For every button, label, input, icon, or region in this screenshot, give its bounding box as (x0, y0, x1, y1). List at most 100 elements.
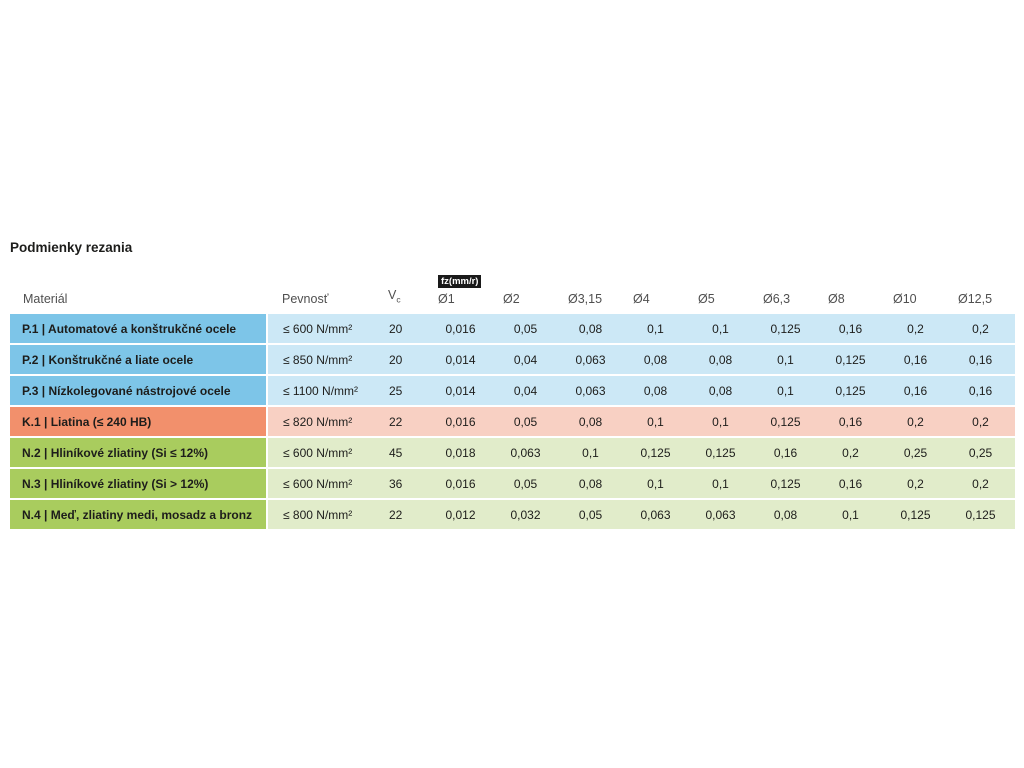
feed-value: 0,08 (708, 352, 733, 367)
table-row-p1: P.1 | Automatové a konštrukčné ocele ≤ 6… (10, 314, 1015, 343)
feed-value: 0,05 (513, 414, 538, 429)
feed-value: 0,125 (965, 507, 996, 522)
feed-value: 0,1 (712, 321, 729, 336)
strength-value: ≤ 800 N/mm² (283, 507, 353, 522)
material-label: P.1 | Automatové a konštrukčné ocele (10, 314, 266, 343)
vc-value: 36 (389, 476, 403, 491)
feed-value: 0,063 (510, 445, 541, 460)
material-label: P.2 | Konštrukčné a liate ocele (10, 345, 266, 374)
column-header-d6-3: Ø6,3 (763, 292, 791, 306)
feed-value: 0,1 (582, 445, 599, 460)
feed-value: 0,2 (907, 321, 924, 336)
feed-value: 0,05 (513, 476, 538, 491)
feed-value: 0,08 (578, 414, 603, 429)
cutting-conditions-section: Podmienky rezania Materiál Pevnosť Vc fz… (10, 240, 1015, 531)
feed-value: 0,08 (578, 321, 603, 336)
feed-value: 0,04 (513, 352, 538, 367)
feed-value: 0,16 (968, 383, 993, 398)
vc-value: 22 (389, 414, 403, 429)
feed-value: 0,1 (712, 414, 729, 429)
feed-value: 0,125 (640, 445, 671, 460)
feed-value: 0,08 (578, 476, 603, 491)
feed-value: 0,05 (513, 321, 538, 336)
feed-value: 0,016 (445, 321, 476, 336)
feed-value: 0,125 (770, 414, 801, 429)
feed-value: 0,1 (647, 321, 664, 336)
column-header-d8: Ø8 (828, 292, 845, 306)
table-row-n2: N.2 | Hliníkové zliatiny (Si ≤ 12%) ≤ 60… (10, 438, 1015, 467)
feed-value: 0,08 (643, 352, 668, 367)
feed-value: 0,032 (510, 507, 541, 522)
column-header-d3-15: Ø3,15 (568, 292, 603, 306)
feed-value: 0,25 (968, 445, 993, 460)
feed-value: 0,125 (705, 445, 736, 460)
feed-value: 0,1 (777, 352, 794, 367)
feed-value: 0,25 (903, 445, 928, 460)
table-row-n4: N.4 | Meď, zliatiny medi, mosadz a bronz… (10, 500, 1015, 529)
feed-value: 0,063 (575, 383, 606, 398)
strength-value: ≤ 850 N/mm² (283, 352, 353, 367)
material-label: N.3 | Hliníkové zliatiny (Si > 12%) (10, 469, 266, 498)
feed-value: 0,08 (773, 507, 798, 522)
strength-value: ≤ 600 N/mm² (283, 321, 353, 336)
strength-value: ≤ 820 N/mm² (283, 414, 353, 429)
page-title: Podmienky rezania (10, 240, 133, 255)
feed-value: 0,16 (773, 445, 798, 460)
feed-value: 0,05 (578, 507, 603, 522)
feed-value: 0,063 (575, 352, 606, 367)
column-header-material: Materiál (23, 292, 68, 306)
column-header-d4: Ø4 (633, 292, 650, 306)
vc-value: 22 (389, 507, 403, 522)
feed-value: 0,04 (513, 383, 538, 398)
vc-value: 25 (389, 383, 403, 398)
column-header-d5: Ø5 (698, 292, 715, 306)
feed-value: 0,08 (643, 383, 668, 398)
column-header-strength: Pevnosť (282, 292, 329, 306)
column-header-d10: Ø10 (893, 292, 917, 306)
column-header-vc: Vc (374, 288, 428, 307)
feed-value: 0,125 (900, 507, 931, 522)
feed-value: 0,012 (445, 507, 476, 522)
material-label: N.4 | Meď, zliatiny medi, mosadz a bronz (10, 500, 266, 529)
feed-value: 0,018 (445, 445, 476, 460)
feed-value: 0,16 (968, 352, 993, 367)
column-header-d1: fz(mm/r) Ø1 (428, 275, 493, 306)
strength-value: ≤ 600 N/mm² (283, 445, 353, 460)
vc-subscript: c (396, 294, 401, 304)
feed-value: 0,1 (712, 476, 729, 491)
table-row-n3: N.3 | Hliníkové zliatiny (Si > 12%) ≤ 60… (10, 469, 1015, 498)
feed-value: 0,2 (972, 321, 989, 336)
feed-value: 0,16 (903, 352, 928, 367)
feed-value: 0,1 (647, 476, 664, 491)
feed-value: 0,125 (835, 383, 866, 398)
feed-value: 0,063 (640, 507, 671, 522)
feed-value: 0,2 (972, 414, 989, 429)
feed-value: 0,08 (708, 383, 733, 398)
column-header-d12-5: Ø12,5 (958, 292, 993, 306)
feed-value: 0,1 (842, 507, 859, 522)
feed-value: 0,1 (647, 414, 664, 429)
feed-value: 0,125 (835, 352, 866, 367)
feed-value: 0,125 (770, 321, 801, 336)
feed-value: 0,2 (972, 476, 989, 491)
material-label: N.2 | Hliníkové zliatiny (Si ≤ 12%) (10, 438, 266, 467)
feed-value: 0,063 (705, 507, 736, 522)
feed-unit-badge: fz(mm/r) (438, 275, 482, 288)
feed-value: 0,014 (445, 352, 476, 367)
feed-value: 0,16 (838, 476, 863, 491)
feed-value: 0,2 (907, 414, 924, 429)
feed-value: 0,016 (445, 476, 476, 491)
vc-value: 45 (389, 445, 403, 460)
table-row-k1: K.1 | Liatina (≤ 240 HB) ≤ 820 N/mm² 22 … (10, 407, 1015, 436)
material-label: P.3 | Nízkolegované nástrojové ocele (10, 376, 266, 405)
vc-value: 20 (389, 321, 403, 336)
feed-value: 0,16 (838, 414, 863, 429)
feed-value: 0,014 (445, 383, 476, 398)
feed-value: 0,125 (770, 476, 801, 491)
column-header-d2: Ø2 (503, 292, 520, 306)
table-header-row: Materiál Pevnosť Vc fz(mm/r) Ø1 Ø2 Ø3,15… (10, 262, 1015, 314)
table-row-p2: P.2 | Konštrukčné a liate ocele ≤ 850 N/… (10, 345, 1015, 374)
feed-value: 0,2 (907, 476, 924, 491)
table-row-p3: P.3 | Nízkolegované nástrojové ocele ≤ 1… (10, 376, 1015, 405)
vc-symbol: V (388, 287, 397, 302)
